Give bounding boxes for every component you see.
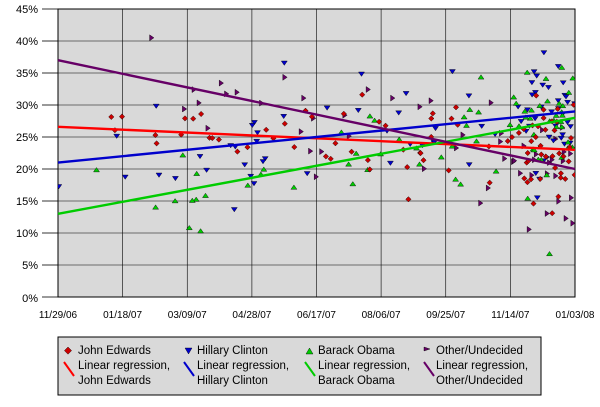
svg-text:40%: 40% <box>16 36 38 48</box>
svg-text:09/25/07: 09/25/07 <box>426 310 465 321</box>
svg-text:Linear regression,: Linear regression, <box>436 360 528 372</box>
svg-text:25%: 25% <box>16 132 38 144</box>
svg-text:Hillary Clinton: Hillary Clinton <box>197 375 268 387</box>
svg-text:Barack Obama: Barack Obama <box>318 375 395 387</box>
svg-text:01/18/07: 01/18/07 <box>103 310 142 321</box>
svg-text:35%: 35% <box>16 68 38 80</box>
svg-text:John Edwards: John Edwards <box>78 345 151 357</box>
svg-text:0%: 0% <box>22 293 38 305</box>
svg-text:06/17/07: 06/17/07 <box>297 310 336 321</box>
svg-text:Other/Undecided: Other/Undecided <box>436 345 523 357</box>
svg-text:30%: 30% <box>16 100 38 112</box>
svg-text:Linear regression,: Linear regression, <box>318 360 410 372</box>
svg-text:Barack Obama: Barack Obama <box>318 345 395 357</box>
svg-text:08/06/07: 08/06/07 <box>362 310 401 321</box>
svg-text:20%: 20% <box>16 164 38 176</box>
svg-text:11/14/07: 11/14/07 <box>491 310 530 321</box>
svg-text:Linear regression,: Linear regression, <box>78 360 170 372</box>
svg-text:11/29/06: 11/29/06 <box>39 310 78 321</box>
svg-text:15%: 15% <box>16 196 38 208</box>
svg-text:5%: 5% <box>22 260 38 272</box>
svg-text:45%: 45% <box>16 4 38 16</box>
svg-text:03/09/07: 03/09/07 <box>168 310 207 321</box>
svg-text:01/03/08: 01/03/08 <box>556 310 595 321</box>
svg-text:10%: 10% <box>16 228 38 240</box>
svg-text:04/28/07: 04/28/07 <box>232 310 271 321</box>
svg-text:Other/Undecided: Other/Undecided <box>436 375 523 387</box>
svg-text:John Edwards: John Edwards <box>78 375 151 387</box>
svg-text:Linear regression,: Linear regression, <box>197 360 289 372</box>
svg-text:Hillary Clinton: Hillary Clinton <box>197 345 268 357</box>
